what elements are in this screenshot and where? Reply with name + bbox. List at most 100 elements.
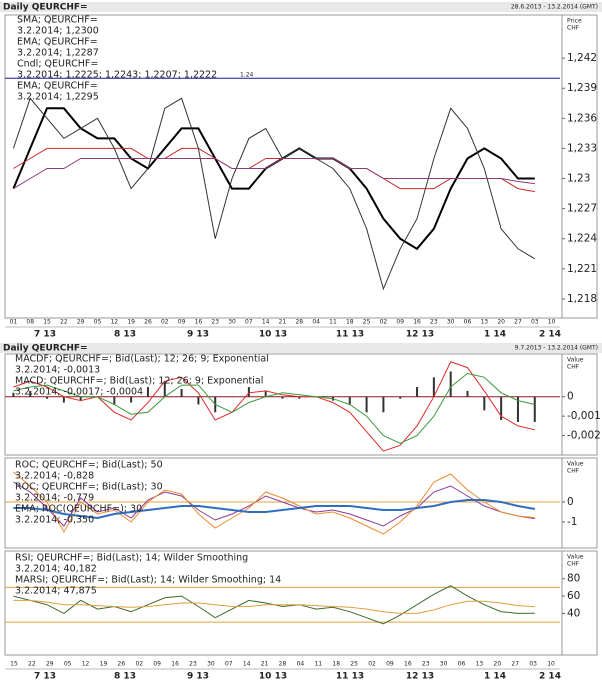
x-tick-label: 23 xyxy=(189,661,197,668)
legend-name: MACDF; QEURCHF=; Bid(Last); 12; 26; 9; E… xyxy=(15,354,269,365)
legend-value: 3.2.2014; -0,828 xyxy=(15,471,94,482)
legend-name: MARSI; QEURCHF=; Bid(Last); 14; Wilder S… xyxy=(15,575,281,586)
legend-name: EMA; QEURCHF= xyxy=(17,37,98,48)
histogram-bar xyxy=(113,396,116,405)
x-tick-label: 10 xyxy=(547,661,555,668)
y-tick-label: -1 xyxy=(567,516,577,528)
x-tick-label: 20 xyxy=(494,661,502,668)
y-axis-unit: CHF xyxy=(567,561,580,568)
x-tick-label: 29 xyxy=(77,319,85,326)
x-tick-label: 14 xyxy=(262,319,270,326)
y-tick-label: 1,242 xyxy=(567,52,597,64)
month-label: 11 13 xyxy=(336,672,364,682)
x-tick-label: 15 xyxy=(10,661,18,668)
panel-frame xyxy=(4,550,598,656)
y-axis-unit: CHF xyxy=(567,468,580,475)
histogram-bar xyxy=(432,377,435,397)
legend-value: 3.2.2014; -0,0017; -0,0004 xyxy=(15,387,143,398)
y-tick-label: 1,227 xyxy=(567,203,597,215)
histogram-bar xyxy=(46,396,49,399)
month-label: 12 13 xyxy=(406,330,434,340)
x-tick-label: 25 xyxy=(363,319,371,326)
x-tick-label: 30 xyxy=(207,661,215,668)
x-tick-label: 19 xyxy=(100,661,108,668)
y-tick-label: 1,23 xyxy=(567,173,590,185)
x-tick-label: 09 xyxy=(178,319,186,326)
legend-value: 3.2.2014; -0,779 xyxy=(15,493,94,504)
legend-value: 3.2.2014; -0,0013 xyxy=(15,365,100,376)
x-tick-label: 03 xyxy=(531,319,539,326)
x-tick-label: 22 xyxy=(60,319,68,326)
legend-name: SMA; QEURCHF= xyxy=(17,15,98,26)
histogram-bar xyxy=(146,387,149,397)
y-axis-label: Value xyxy=(567,554,584,561)
date-range: 9.7.2013 - 13.2.2014 (GMT) xyxy=(515,345,598,352)
y-tick-label: 80 xyxy=(567,573,580,585)
x-tick-label: 30 xyxy=(447,319,455,326)
month-label: 1 14 xyxy=(484,672,506,682)
x-tick-label: 12 xyxy=(82,661,90,668)
legend-name: Cndl; QEURCHF= xyxy=(17,59,98,70)
panel-frame xyxy=(4,14,598,319)
header-bar xyxy=(0,2,602,12)
y-tick-label: 1,236 xyxy=(567,112,597,124)
x-tick-label: 30 xyxy=(228,319,236,326)
month-label: 9 13 xyxy=(187,672,209,682)
histogram-bar xyxy=(79,396,82,401)
histogram-bar xyxy=(399,396,402,399)
x-tick-label: 16 xyxy=(404,661,412,668)
month-label: 11 13 xyxy=(336,330,364,340)
x-tick-label: 29 xyxy=(46,661,54,668)
histogram-bar xyxy=(130,396,133,403)
x-tick-label: 16 xyxy=(195,319,203,326)
x-tick-label: 23 xyxy=(422,661,430,668)
legend-name: ROC; QEURCHF=; Bid(Last); 50 xyxy=(15,460,163,471)
histogram-bar xyxy=(163,381,166,397)
x-tick-label: 16 xyxy=(413,319,421,326)
x-tick-label: 19 xyxy=(127,319,135,326)
x-tick-label: 12 xyxy=(110,319,118,326)
chart-title: Daily QEURCHF= xyxy=(3,344,88,354)
month-label: 8 13 xyxy=(114,672,136,682)
x-tick-label: 28 xyxy=(295,319,303,326)
histogram-bar xyxy=(533,396,536,422)
x-tick-label: 13 xyxy=(476,661,484,668)
x-tick-label: 21 xyxy=(261,661,269,668)
histogram-bar xyxy=(516,396,519,422)
reference-label: 1.24 xyxy=(240,72,254,79)
histogram-bar xyxy=(197,396,200,405)
y-axis-label: Value xyxy=(567,357,584,364)
x-tick-label: 08 xyxy=(26,319,34,326)
x-tick-label: 02 xyxy=(135,661,143,668)
series-line xyxy=(13,372,535,444)
histogram-bar xyxy=(12,392,15,397)
x-tick-label: 09 xyxy=(396,319,404,326)
x-tick-label: 02 xyxy=(161,319,169,326)
x-tick-label: 20 xyxy=(497,319,505,326)
y-axis-label: Price xyxy=(567,18,582,25)
month-label: 2 14 xyxy=(539,672,561,682)
x-tick-label: 01 xyxy=(10,319,18,326)
x-tick-label: 13 xyxy=(480,319,488,326)
y-tick-label: -0,001 xyxy=(567,410,601,422)
panel-frame xyxy=(4,457,598,549)
x-tick-label: 02 xyxy=(380,319,388,326)
series-line xyxy=(13,481,535,527)
histogram-bar xyxy=(62,396,65,403)
legend-value: 3.2.2014; -0,350 xyxy=(15,515,94,526)
series-line xyxy=(13,499,535,520)
histogram-bar xyxy=(247,387,250,397)
x-tick-label: 18 xyxy=(346,319,354,326)
legend-value: 3.2.2014; 47,875 xyxy=(15,586,97,597)
x-tick-label: 26 xyxy=(144,319,152,326)
histogram-bar xyxy=(298,396,301,399)
month-label: 1 14 xyxy=(484,330,506,340)
y-tick-label: 60 xyxy=(567,590,580,602)
x-tick-label: 14 xyxy=(243,661,251,668)
histogram-bar xyxy=(416,387,419,397)
x-tick-label: 11 xyxy=(329,319,337,326)
legend-name: EMA; ROC(QEURCHF=); 30 xyxy=(15,504,142,515)
x-tick-label: 09 xyxy=(386,661,394,668)
